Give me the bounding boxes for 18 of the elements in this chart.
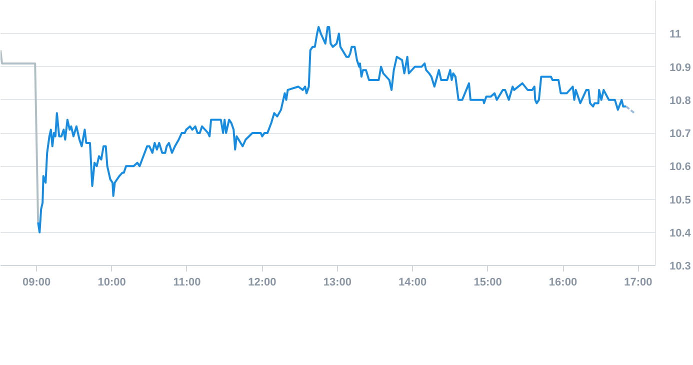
y-tick-label: 10.7 (670, 128, 691, 140)
y-tick-label: 11 (670, 28, 682, 41)
x-tick-label: 13:00 (323, 276, 352, 288)
y-tick-label: 10.9 (670, 62, 691, 74)
x-tick-label: 10:00 (98, 276, 126, 288)
x-tick-label: 16:00 (548, 276, 578, 288)
y-tick-label: 10.4 (670, 227, 692, 240)
line-series (37, 26, 628, 234)
y-tick-label: 10.6 (670, 161, 691, 174)
x-tick-label: 14:00 (398, 276, 427, 288)
x-tick-label: 09:00 (22, 276, 51, 288)
y-tick-label: 10.3 (670, 260, 691, 272)
x-tick-label: 12:00 (248, 276, 276, 288)
x-tick-label: 17:00 (624, 276, 652, 288)
x-tick-label: 11:00 (173, 276, 201, 288)
y-tick-label: 10.5 (670, 194, 691, 206)
x-tick-label: 15:00 (474, 276, 502, 288)
y-tick-label: 10.8 (670, 94, 691, 107)
